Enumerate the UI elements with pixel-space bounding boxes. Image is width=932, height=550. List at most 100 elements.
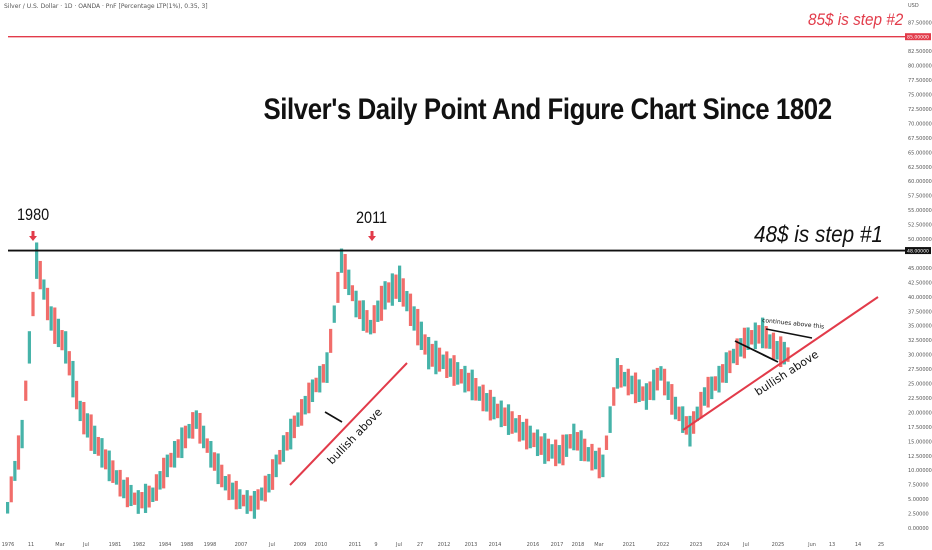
- x-column: [332, 305, 336, 323]
- o-column: [597, 447, 601, 479]
- continuation-line: [765, 328, 813, 339]
- o-column: [154, 474, 159, 501]
- x-column: [514, 418, 518, 433]
- x-column: [303, 395, 307, 415]
- o-column: [633, 372, 638, 404]
- o-column: [292, 415, 296, 439]
- breakout-line-left: [324, 411, 343, 423]
- x-column: [768, 334, 772, 349]
- x-column: [543, 433, 547, 464]
- o-column: [481, 384, 485, 412]
- y-tick-label: 37.50000: [908, 309, 932, 315]
- x-column: [223, 475, 227, 491]
- y-tick-label: 17.50000: [908, 425, 932, 431]
- x-column: [339, 248, 344, 273]
- o-column: [474, 378, 478, 401]
- y-tick-label: 40.00000: [908, 295, 932, 301]
- x-tick-label: 2024: [717, 542, 730, 548]
- o-column: [496, 403, 500, 419]
- o-column: [227, 474, 231, 501]
- label-1980: 1980: [17, 205, 50, 224]
- o-column: [31, 291, 35, 317]
- x-column: [107, 450, 111, 482]
- x-tick-label: Jun: [807, 542, 816, 548]
- o-column: [408, 293, 413, 326]
- o-column: [583, 438, 587, 462]
- x-tick-label: 2009: [294, 542, 307, 548]
- x-column: [390, 273, 394, 306]
- y-tick-label: 72.50000: [908, 107, 932, 113]
- o-column: [517, 415, 521, 442]
- o-column: [111, 460, 115, 483]
- y-tick-label: 42.50000: [908, 280, 932, 286]
- x-column: [78, 400, 82, 422]
- level-price-tag: [905, 33, 931, 41]
- x-column: [202, 425, 206, 449]
- x-column: [289, 418, 293, 450]
- o-column: [256, 489, 260, 510]
- o-column: [655, 367, 659, 391]
- o-column: [38, 260, 42, 290]
- o-column: [278, 449, 282, 465]
- y-tick-label: 2.50000: [908, 512, 929, 518]
- step2-annotation: 85$ is step #2: [808, 10, 904, 29]
- o-column: [771, 332, 776, 360]
- x-tick-label: 1982: [133, 542, 146, 548]
- x-column: [325, 352, 329, 383]
- y-tick-label: 20.00000: [908, 410, 932, 416]
- o-column: [612, 387, 616, 406]
- y-tick-label: 45.00000: [908, 266, 932, 272]
- x-column: [122, 479, 126, 499]
- y-tick-label: 35.00000: [908, 324, 932, 330]
- o-column: [735, 338, 739, 366]
- x-column: [310, 379, 315, 402]
- x-column: [441, 354, 445, 370]
- o-column: [336, 271, 340, 303]
- x-tick-label: 2022: [657, 542, 670, 548]
- x-column: [673, 396, 678, 420]
- y-tick-label: 30.00000: [908, 353, 932, 359]
- o-column: [430, 343, 434, 367]
- x-column: [245, 490, 249, 514]
- trendline-left: [289, 362, 408, 486]
- x-tick-label: 2012: [438, 542, 451, 548]
- horizontal-levels: 85.00000 48.00000: [8, 33, 931, 255]
- x-column: [296, 412, 300, 427]
- x-tick-label: 1998: [204, 542, 217, 548]
- y-tick-label: 50.00000: [908, 237, 932, 243]
- o-column: [220, 464, 224, 488]
- y-tick-label: 10.00000: [908, 468, 932, 474]
- o-column: [604, 435, 609, 450]
- x-column: [398, 265, 402, 303]
- x-column: [71, 360, 75, 398]
- x-column: [521, 421, 525, 441]
- o-column: [699, 391, 703, 419]
- x-column: [506, 404, 511, 435]
- x-column: [64, 331, 68, 364]
- o-column: [285, 432, 289, 451]
- x-column: [528, 425, 532, 449]
- o-column: [619, 365, 623, 388]
- peak-arrow-icon: [31, 231, 35, 236]
- x-column: [6, 501, 10, 514]
- y-tick-label: 87.50000: [908, 20, 932, 26]
- x-column: [601, 454, 605, 478]
- x-column: [572, 423, 576, 451]
- o-column: [721, 364, 725, 383]
- x-tick-label: Jul: [268, 542, 275, 548]
- x-column: [427, 336, 431, 370]
- o-column: [532, 432, 536, 448]
- o-column: [503, 407, 507, 426]
- o-column: [554, 439, 558, 467]
- x-column: [470, 369, 474, 401]
- x-tick-label: 13: [829, 542, 835, 548]
- y-tick-label: 67.50000: [908, 136, 932, 142]
- o-column: [750, 330, 754, 345]
- o-column: [9, 476, 13, 503]
- x-column: [731, 348, 736, 364]
- x-column: [20, 419, 24, 449]
- x-tick-label: 2016: [527, 542, 540, 548]
- x-column: [151, 487, 155, 502]
- o-column: [74, 380, 79, 410]
- y-tick-label: 15.00000: [908, 439, 932, 445]
